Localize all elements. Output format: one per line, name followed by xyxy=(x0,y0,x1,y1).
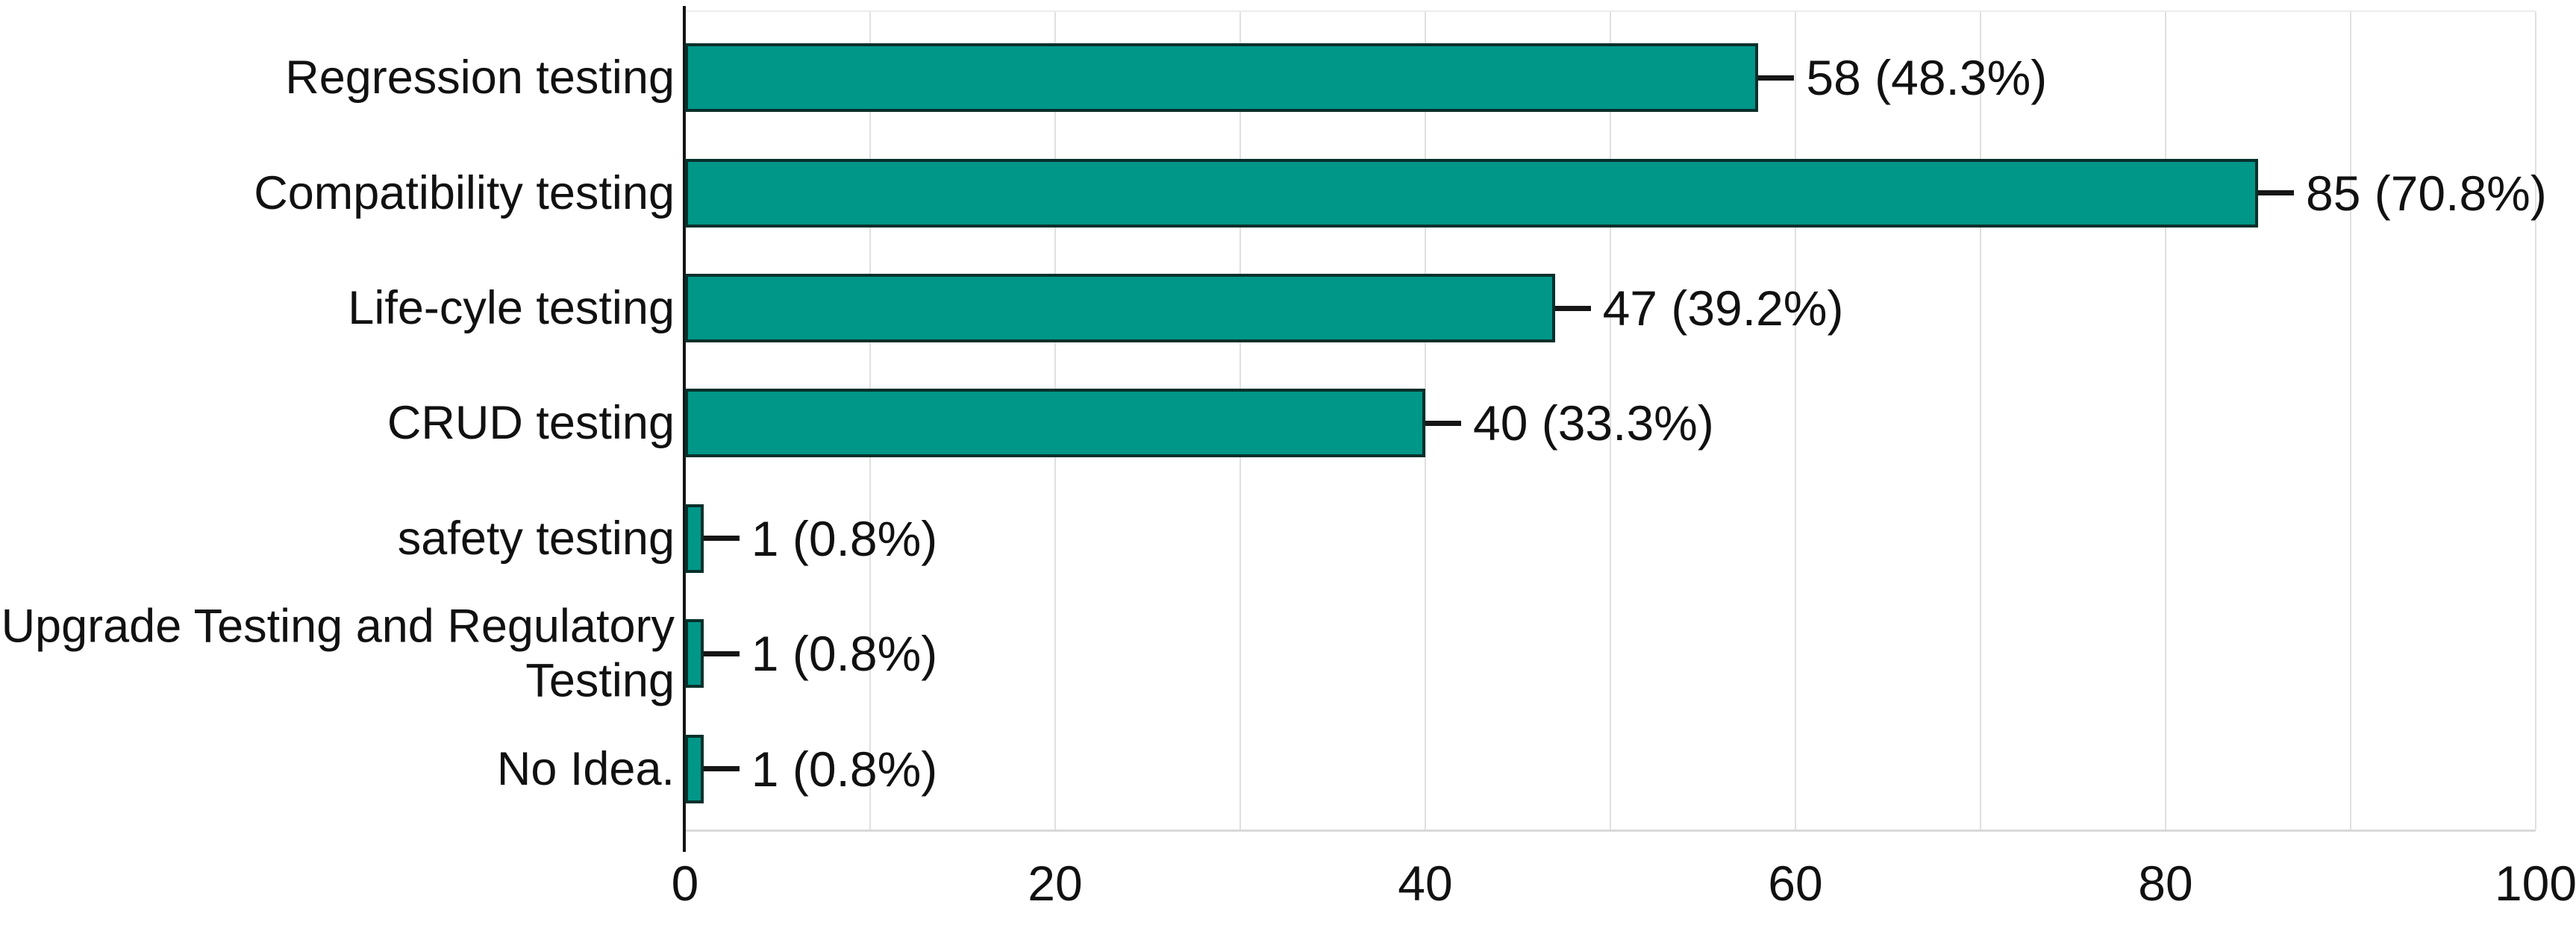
bar xyxy=(685,158,2258,228)
value-label: 1 (0.8%) xyxy=(751,626,938,682)
callout-line xyxy=(703,650,740,656)
category-label: Compatibility testing xyxy=(254,166,675,219)
x-tick-label: 100 xyxy=(2494,856,2576,911)
bar-track: 58 (48.3%) xyxy=(685,20,2536,135)
category-label: No Idea. xyxy=(496,742,675,795)
value-label: 1 (0.8%) xyxy=(751,510,938,566)
x-tick-label: 0 xyxy=(671,856,699,911)
category-label: Life-cyle testing xyxy=(348,281,675,334)
callout-line xyxy=(1554,305,1591,311)
category-label: CRUD testing xyxy=(387,397,675,450)
category-label: Upgrade Testing and Regulatory Testing xyxy=(1,600,675,707)
bar-row: CRUD testing 40 (33.3%) xyxy=(0,366,2576,480)
category-label: safety testing xyxy=(397,512,675,565)
gridline xyxy=(1610,12,1611,830)
value-label: 40 (33.3%) xyxy=(1473,395,1714,451)
gridline xyxy=(2535,12,2536,830)
bar-row: No Idea. 1 (0.8%) xyxy=(0,712,2576,827)
bar xyxy=(685,389,1425,458)
bar xyxy=(685,504,704,573)
callout-line xyxy=(703,536,740,542)
bar-track: 40 (33.3%) xyxy=(685,366,2536,480)
bar xyxy=(685,734,704,803)
bar-track: 1 (0.8%) xyxy=(685,481,2536,596)
bar-row: Compatibility testing 85 (70.8%) xyxy=(0,135,2576,250)
bar-row: Upgrade Testing and Regulatory Testing 1 … xyxy=(0,596,2576,711)
bar-track: 85 (70.8%) xyxy=(685,135,2547,250)
value-label: 58 (48.3%) xyxy=(1806,50,2048,106)
gridline xyxy=(2165,12,2166,830)
bar xyxy=(685,274,1555,343)
callout-line xyxy=(703,766,740,772)
category-label: Regression testing xyxy=(285,51,675,104)
callout-line xyxy=(1425,420,1461,426)
gridline xyxy=(2350,12,2351,830)
callout-line xyxy=(2258,190,2294,196)
bar-rows: Regression testing 58 (48.3%) Compatibilit… xyxy=(0,20,2576,827)
bar-row: Regression testing 58 (48.3%) xyxy=(0,20,2576,135)
x-tick-label: 80 xyxy=(2138,856,2193,911)
bar-row: safety testing 1 (0.8%) xyxy=(0,481,2576,596)
y-axis-line xyxy=(683,6,686,852)
x-axis-tick-labels: 0 20 40 60 80 100 xyxy=(0,855,2576,925)
bar-row: Life-cyle testing 47 (39.2%) xyxy=(0,251,2576,366)
value-label: 85 (70.8%) xyxy=(2306,165,2547,221)
callout-line xyxy=(1758,75,1795,81)
value-label: 47 (39.2%) xyxy=(1602,280,1844,336)
bar xyxy=(685,43,1759,113)
bar-track: 1 (0.8%) xyxy=(685,712,2536,827)
x-tick-label: 60 xyxy=(1768,856,1823,911)
gridline xyxy=(1795,12,1796,830)
bar-track: 1 (0.8%) xyxy=(685,596,2536,711)
x-tick-label: 20 xyxy=(1028,856,1083,911)
gridline xyxy=(1980,12,1981,830)
bar-track: 47 (39.2%) xyxy=(685,251,2536,366)
value-label: 1 (0.8%) xyxy=(751,741,938,797)
bar xyxy=(685,619,704,689)
x-tick-label: 40 xyxy=(1398,856,1453,911)
